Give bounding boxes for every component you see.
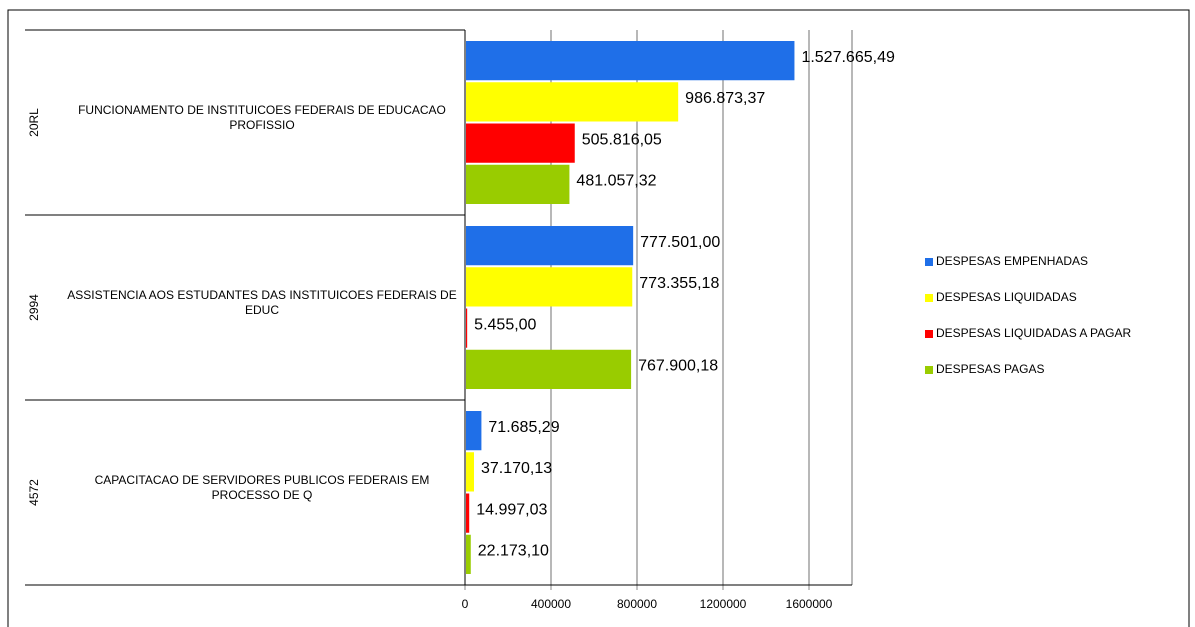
value-label: 481.057,32	[576, 173, 656, 190]
value-label: 71.685,29	[488, 419, 559, 436]
category-label: FUNCIONAMENTO DE INSTITUICOES FEDERAIS D…	[78, 102, 446, 132]
category-label: CAPACITACAO DE SERVIDORES PUBLICOS FEDER…	[94, 472, 430, 502]
bar	[466, 123, 575, 163]
x-tick-label: 1200000	[700, 597, 747, 611]
value-label: 1.527.665,49	[801, 49, 895, 66]
value-label: 505.816,05	[582, 131, 662, 148]
legend-swatch	[925, 258, 933, 266]
legend-swatch	[925, 294, 933, 302]
chart-border	[7, 9, 1190, 627]
bar	[466, 534, 471, 574]
bar	[466, 349, 632, 389]
legend-label: DESPESAS LIQUIDADAS	[936, 290, 1077, 304]
value-label: 767.900,18	[638, 358, 718, 375]
x-tick-label: 1600000	[786, 597, 833, 611]
category-code: 20RL	[27, 108, 41, 137]
legend-label: DESPESAS EMPENHADAS	[936, 254, 1088, 268]
legend-swatch	[925, 366, 933, 374]
bar	[466, 411, 482, 451]
bar	[466, 267, 633, 307]
value-label: 37.170,13	[481, 460, 552, 477]
category-code: 4572	[27, 479, 41, 506]
x-tick-label: 400000	[531, 597, 571, 611]
value-label: 773.355,18	[639, 275, 719, 292]
bar	[466, 164, 570, 204]
category-code: 2994	[27, 294, 41, 321]
category-label: ASSISTENCIA AOS ESTUDANTES DAS INSTITUIC…	[67, 287, 457, 317]
bar	[466, 226, 634, 266]
value-label: 5.455,00	[474, 316, 536, 333]
bar	[466, 41, 795, 81]
value-label: 22.173,10	[478, 543, 549, 560]
x-tick-label: 0	[462, 597, 469, 611]
x-tick-label: 800000	[617, 597, 657, 611]
bar	[466, 82, 679, 122]
value-label: 986.873,37	[685, 90, 765, 107]
legend-swatch	[925, 330, 933, 338]
legend-label: DESPESAS PAGAS	[936, 362, 1045, 376]
legend-label: DESPESAS LIQUIDADAS A PAGAR	[936, 326, 1132, 340]
value-label: 14.997,03	[476, 501, 547, 518]
bar	[466, 493, 470, 533]
bar	[466, 308, 468, 348]
bar	[466, 452, 474, 492]
value-label: 777.501,00	[640, 234, 720, 251]
